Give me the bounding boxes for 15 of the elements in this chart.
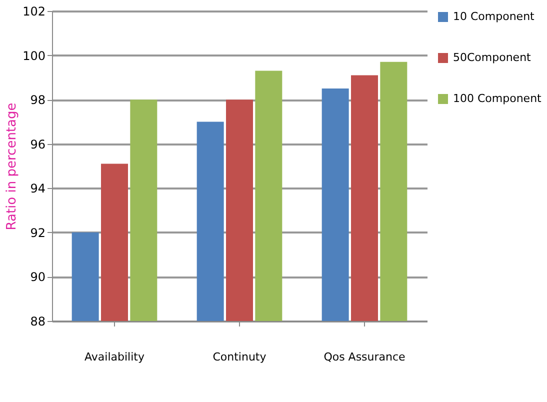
y-tick-label: 100 [22, 48, 46, 63]
y-tick-label: 92 [30, 226, 46, 240]
x-tick-label: Qos Assurance [324, 350, 406, 364]
y-tick-label: 96 [30, 137, 46, 152]
y-tick-label: 102 [22, 4, 46, 18]
legend-label: 10 Component [453, 10, 536, 23]
y-tick-label: 90 [30, 270, 46, 284]
y-axis-title: Ratio in percentage [4, 102, 20, 230]
y-tick-label: 94 [30, 182, 46, 196]
y-tick-label: 88 [30, 314, 46, 328]
x-tick-label: Continuty [212, 350, 267, 364]
legend-label: 100 Component [453, 92, 542, 105]
legend-label: 50Component [453, 51, 532, 64]
x-tick-label: Availability [84, 350, 145, 364]
y-tick-label: 98 [30, 93, 46, 108]
